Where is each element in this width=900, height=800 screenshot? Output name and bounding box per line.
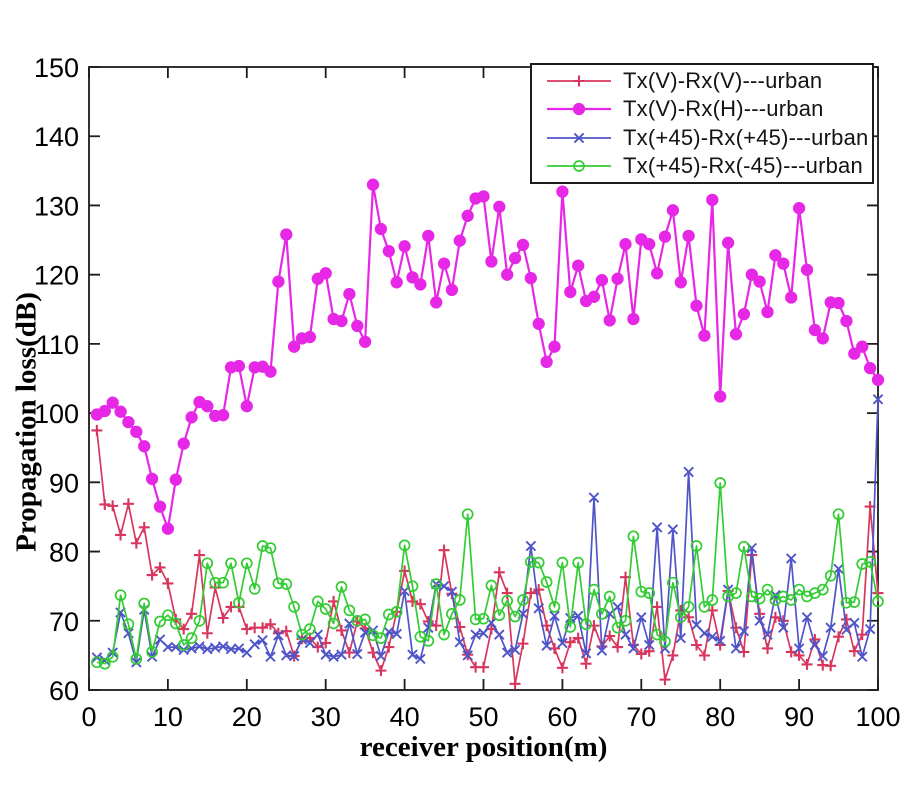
- y-tick-label: 130: [34, 191, 79, 221]
- legend-sample-green-circle-icon: [544, 153, 614, 179]
- x-tick-label: 60: [547, 702, 577, 732]
- legend-sample-red-plus-icon: [544, 68, 614, 94]
- series-line-1: [96, 183, 879, 530]
- legend-label: Tx(+45)-Rx(-45)---urban: [623, 152, 863, 178]
- series-line-0: [96, 430, 879, 685]
- y-tick-label: 80: [49, 538, 79, 568]
- x-tick-label: 90: [784, 702, 814, 732]
- x-tick-label: 10: [153, 702, 183, 732]
- y-tick-label: 120: [34, 261, 79, 291]
- y-tick-label: 70: [49, 607, 79, 637]
- x-tick-label: 100: [855, 702, 900, 732]
- legend-label: Tx(V)-Rx(V)---urban: [623, 68, 823, 94]
- legend-row: Tx(+45)-Rx(-45)---urban: [532, 152, 872, 179]
- legend: Tx(V)-Rx(V)---urban Tx(V)-Rx(H)---urban …: [530, 63, 874, 184]
- series-markers-1: [90, 178, 885, 535]
- y-tick-label: 140: [34, 122, 79, 152]
- x-tick-label: 40: [390, 702, 420, 732]
- x-tick-label: 80: [705, 702, 735, 732]
- y-axis-title: Propagation loss(dB): [10, 292, 43, 552]
- y-tick-label: 100: [34, 399, 79, 429]
- x-tick-label: 0: [81, 702, 96, 732]
- legend-label: Tx(+45)-Rx(+45)---urban: [623, 124, 869, 150]
- legend-sample-blue-x-icon: [544, 125, 614, 151]
- x-tick-label: 20: [232, 702, 262, 732]
- y-tick-label: 150: [34, 53, 79, 83]
- series-markers-3: [91, 477, 884, 670]
- y-tick-label: 110: [36, 330, 79, 360]
- series-markers-2: [91, 393, 884, 668]
- y-tick-label: 90: [49, 468, 79, 498]
- x-axis-title: receiver position(m): [359, 731, 608, 763]
- y-tick-label: 60: [49, 676, 79, 706]
- x-tick-label: 70: [626, 702, 656, 732]
- x-tick-label: 30: [311, 702, 341, 732]
- x-tick-label: 50: [468, 702, 498, 732]
- legend-sample-magenta-dot-icon: [544, 96, 614, 122]
- legend-row: Tx(V)-Rx(H)---urban: [532, 96, 872, 123]
- series-line-3: [96, 482, 879, 665]
- legend-row: Tx(+45)-Rx(+45)---urban: [532, 124, 872, 151]
- legend-row: Tx(V)-Rx(V)---urban: [532, 68, 872, 95]
- legend-label: Tx(V)-Rx(H)---urban: [623, 96, 824, 122]
